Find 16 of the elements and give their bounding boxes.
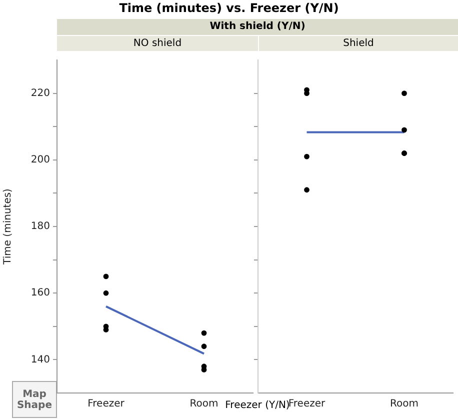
y-tick-label: 160 [30,288,50,299]
x-tick-label: Room [190,398,218,410]
x-tick-label: Room [390,398,418,410]
chart-title: Time (minutes) vs. Freezer (Y/N) [118,1,340,15]
y-axis-title: Time (minutes) [2,188,14,266]
y-tick-label: 140 [30,354,50,366]
x-axis-title: Freezer (Y/N) [225,400,290,411]
chart-subtitle: NO shield [57,36,258,51]
y-tick-label: 180 [30,221,50,232]
x-tick-label: Freezer [88,398,126,410]
x-tick-label: Freezer [288,398,326,410]
text: With shield (Y/N) [57,19,458,35]
y-tick-label: 220 [30,88,50,99]
chart-subtitle: Shield [259,36,458,51]
y-tick-label: 200 [30,154,50,166]
text: Map Shape [12,381,57,418]
